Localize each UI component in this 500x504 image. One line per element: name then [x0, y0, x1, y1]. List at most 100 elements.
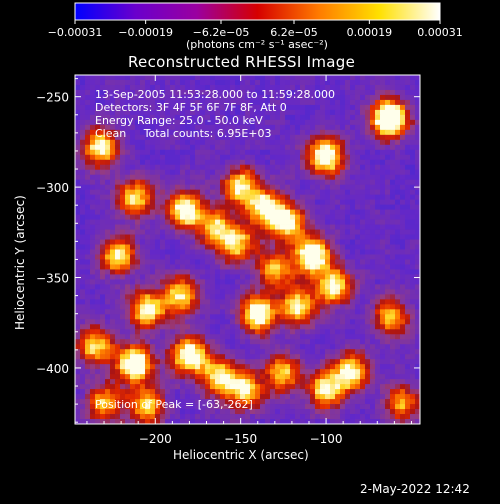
heatmap-cell — [405, 94, 411, 101]
heatmap-cell — [415, 124, 421, 131]
heatmap-cell — [95, 84, 101, 91]
heatmap-cell — [215, 259, 221, 265]
heatmap-cell — [130, 279, 136, 285]
heatmap-cell — [325, 319, 331, 325]
heatmap-cell — [175, 244, 181, 250]
heatmap-cell — [230, 199, 236, 206]
heatmap-cell — [280, 184, 286, 191]
heatmap-cell — [395, 159, 401, 166]
heatmap-cell — [190, 154, 196, 161]
heatmap-cell — [100, 279, 106, 285]
heatmap-cell — [315, 329, 321, 335]
heatmap-cell — [250, 274, 256, 280]
heatmap-cell — [310, 84, 316, 91]
heatmap-cell — [160, 349, 166, 355]
heatmap-cell — [280, 109, 286, 116]
heatmap-cell — [385, 149, 391, 156]
heatmap-cell — [335, 379, 341, 385]
heatmap-cell — [350, 359, 356, 365]
heatmap-cell — [305, 284, 311, 290]
heatmap-cell — [415, 409, 421, 415]
heatmap-cell — [330, 349, 336, 355]
heatmap-cell — [80, 274, 86, 280]
heatmap-cell — [400, 389, 406, 395]
heatmap-cell — [125, 279, 131, 285]
heatmap-cell — [200, 299, 206, 305]
heatmap-cell — [175, 89, 181, 96]
heatmap-cell — [365, 319, 371, 325]
heatmap-cell — [360, 124, 366, 131]
heatmap-cell — [160, 109, 166, 116]
heatmap-cell — [115, 75, 121, 81]
heatmap-cell — [295, 334, 301, 340]
heatmap-cell — [105, 189, 111, 196]
heatmap-cell — [110, 254, 116, 260]
heatmap-cell — [90, 219, 96, 225]
heatmap-cell — [235, 259, 241, 265]
heatmap-cell — [205, 124, 211, 131]
heatmap-cell — [320, 104, 326, 111]
heatmap-cell — [200, 164, 206, 171]
heatmap-cell — [185, 284, 191, 290]
heatmap-cell — [125, 354, 131, 360]
heatmap-cell — [395, 309, 401, 315]
heatmap-cell — [130, 284, 136, 290]
heatmap-cell — [235, 249, 241, 255]
heatmap-cell — [255, 304, 261, 310]
heatmap-cell — [400, 75, 406, 81]
heatmap-cell — [270, 414, 276, 420]
heatmap-cell — [175, 344, 181, 350]
heatmap-cell — [375, 104, 381, 111]
heatmap-cell — [270, 239, 276, 245]
heatmap-cell — [360, 354, 366, 360]
heatmap-cell — [155, 299, 161, 305]
heatmap-cell — [190, 389, 196, 395]
heatmap-cell — [195, 304, 201, 310]
heatmap-cell — [415, 159, 421, 166]
heatmap-cell — [305, 314, 311, 320]
heatmap-cell — [95, 214, 101, 220]
heatmap-cell — [335, 269, 341, 275]
heatmap-cell — [265, 349, 271, 355]
heatmap-cell — [375, 404, 381, 410]
heatmap-cell — [265, 374, 271, 380]
heatmap-cell — [260, 119, 266, 126]
heatmap-cell — [245, 324, 251, 330]
heatmap-cell — [365, 114, 371, 121]
heatmap-cell — [365, 159, 371, 166]
heatmap-cell — [265, 419, 271, 425]
heatmap-cell — [220, 94, 226, 101]
heatmap-cell — [330, 184, 336, 191]
heatmap-cell — [405, 274, 411, 280]
heatmap-cell — [265, 169, 271, 176]
heatmap-cell — [185, 89, 191, 96]
heatmap-cell — [295, 159, 301, 166]
heatmap-cell — [360, 394, 366, 400]
heatmap-cell — [410, 384, 416, 390]
heatmap-cell — [210, 154, 216, 161]
heatmap-cell — [345, 354, 351, 360]
heatmap-cell — [310, 239, 316, 245]
heatmap-cell — [160, 374, 166, 380]
heatmap-cell — [85, 89, 91, 96]
heatmap-cell — [335, 224, 341, 230]
heatmap-cell — [370, 94, 376, 101]
heatmap-cell — [395, 174, 401, 181]
heatmap-cell — [245, 384, 251, 390]
heatmap-cell — [155, 319, 161, 325]
heatmap-cell — [405, 114, 411, 121]
heatmap-cell — [255, 354, 261, 360]
heatmap-cell — [115, 284, 121, 290]
heatmap-cell — [170, 239, 176, 245]
heatmap-cell — [230, 194, 236, 201]
heatmap-cell — [370, 99, 376, 106]
heatmap-cell — [105, 219, 111, 225]
heatmap-cell — [210, 284, 216, 290]
heatmap-cell — [120, 229, 126, 235]
heatmap-cell — [265, 159, 271, 166]
heatmap-cell — [95, 204, 101, 211]
heatmap-cell — [270, 79, 276, 86]
heatmap-cell — [315, 94, 321, 101]
heatmap-cell — [220, 399, 226, 405]
heatmap-cell — [275, 394, 281, 400]
